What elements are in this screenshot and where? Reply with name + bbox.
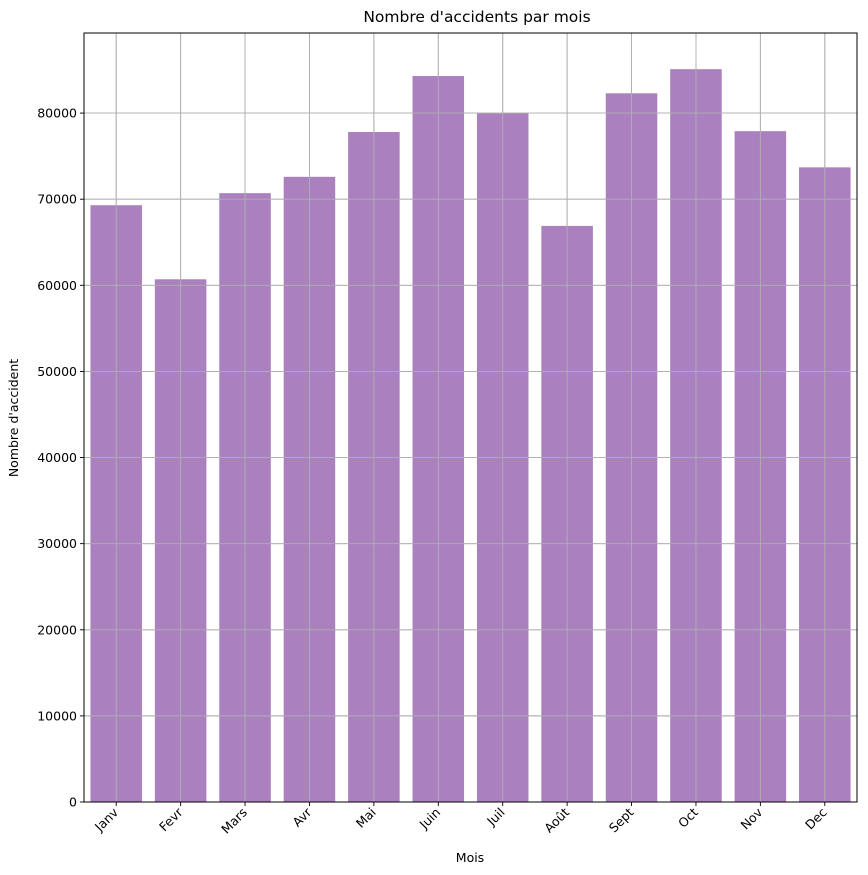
y-tick-label: 20000 xyxy=(37,622,77,637)
x-tick-label: Fevr xyxy=(156,804,186,834)
x-tick-label: Juin xyxy=(416,805,444,833)
x-tick-label: Janv xyxy=(91,804,122,835)
x-axis-label: Mois xyxy=(456,850,484,865)
x-tick-label: Mai xyxy=(353,805,379,831)
x-tick-label: Sept xyxy=(606,805,637,836)
y-tick-label: 70000 xyxy=(37,192,77,207)
y-axis-ticks: 0 10000 20000 30000 40000 50000 60000 70000 8000… xyxy=(37,106,84,810)
y-axis-label: Nombre d'accident xyxy=(6,359,21,477)
x-tick-label: Dec xyxy=(802,805,830,833)
x-tick-label: Avr xyxy=(289,804,315,830)
y-tick-label: 10000 xyxy=(37,708,77,723)
x-tick-label: Oct xyxy=(675,805,701,831)
x-axis-ticks: Janv Fevr Mars Avr Mai Juin Juil Août Sept Oct Nov… xyxy=(91,802,830,837)
grid-lines-overlay xyxy=(84,33,857,803)
bars xyxy=(90,69,851,803)
plot-border xyxy=(83,32,858,803)
y-tick-label: 50000 xyxy=(37,364,77,379)
chart-title: Nombre d'accidents par mois xyxy=(363,8,590,26)
plot-frame xyxy=(83,32,858,803)
y-tick-label: 30000 xyxy=(37,536,77,551)
y-tick-label: 60000 xyxy=(37,278,77,293)
x-tick-label: Juil xyxy=(483,805,507,829)
x-tick-label: Nov xyxy=(737,804,765,832)
y-tick-label: 40000 xyxy=(37,450,77,465)
x-tick-label: Mars xyxy=(218,805,250,837)
y-tick-label: 80000 xyxy=(37,106,77,121)
x-tick-label: Août xyxy=(541,805,572,836)
y-tick-label: 0 xyxy=(69,795,77,810)
